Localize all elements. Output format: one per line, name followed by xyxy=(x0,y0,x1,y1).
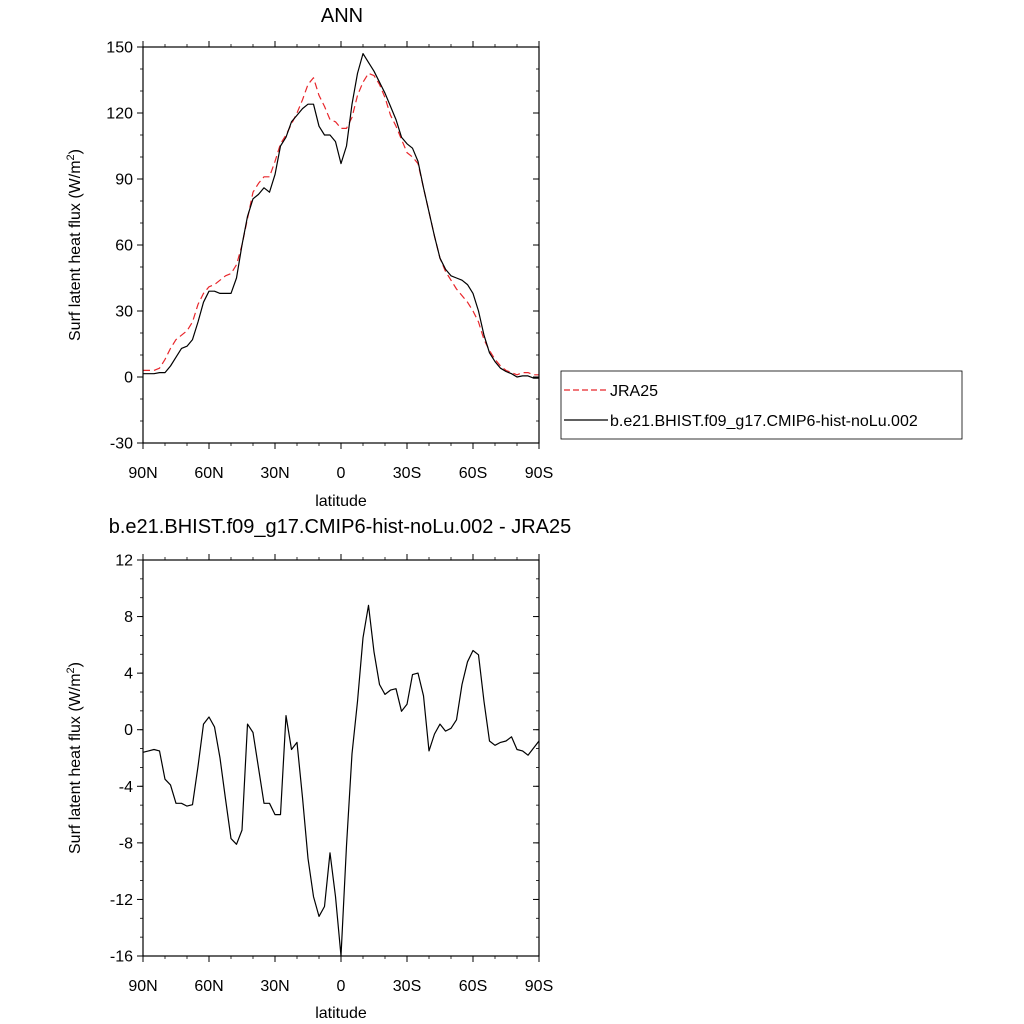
x-tick-label: 30N xyxy=(260,465,289,482)
tick-marks xyxy=(137,41,540,449)
x-tick-label: 90N xyxy=(128,978,157,995)
plot-frame xyxy=(142,559,540,957)
x-axis-label: latitude xyxy=(315,493,367,510)
y-tick-label: 12 xyxy=(115,553,133,570)
x-tick-label: 60S xyxy=(459,465,487,482)
y-tick-label: -16 xyxy=(110,949,133,966)
legend-box xyxy=(560,370,963,440)
x-tick-label: 60S xyxy=(459,978,487,995)
climatology-panel: ANN -30 0 30 60 90 120 150 90N 60N 30N 0 30S 60S 90S… xyxy=(65,5,963,510)
series-lines xyxy=(142,604,540,957)
y-tick-labels: -30 0 30 60 90 120 150 xyxy=(106,40,133,453)
plot-frame xyxy=(142,46,540,444)
x-axis-label: latitude xyxy=(315,1005,367,1022)
x-tick-label: 90S xyxy=(525,465,553,482)
x-tick-label: 90N xyxy=(128,465,157,482)
y-tick-label: 8 xyxy=(124,609,133,626)
y-tick-label: -12 xyxy=(110,892,133,909)
x-tick-label: 60N xyxy=(194,465,223,482)
y-tick-label: 90 xyxy=(115,172,133,189)
y-axis-label-superscript: 2 xyxy=(65,154,77,160)
y-tick-label: -4 xyxy=(119,779,133,796)
x-tick-label: 0 xyxy=(337,465,346,482)
legend-label-model: b.e21.BHIST.f09_g17.CMIP6-hist-noLu.002 xyxy=(610,413,918,430)
y-tick-label: 4 xyxy=(124,666,133,683)
difference-panel: b.e21.BHIST.f09_g17.CMIP6-hist-noLu.002 … xyxy=(65,516,571,1022)
y-axis-label-superscript: 2 xyxy=(65,667,77,673)
series-line-b-e21-bhist-f09-g17-cmip6-hist-nolu-002 xyxy=(143,52,539,379)
x-tick-label: 0 xyxy=(337,978,346,995)
x-tick-label: 30S xyxy=(393,465,421,482)
tick-marks xyxy=(137,554,540,962)
y-axis-label-close: ) xyxy=(67,149,84,154)
y-tick-label: 60 xyxy=(115,238,133,255)
y-axis-label: Surf latent heat flux (W/m2) xyxy=(65,149,84,341)
y-tick-label: 30 xyxy=(115,304,133,321)
series-lines xyxy=(143,52,539,379)
y-tick-labels: -16 -12 -8 -4 0 4 8 12 xyxy=(110,553,133,966)
y-tick-label: 150 xyxy=(106,40,133,57)
legend-label-jra25: JRA25 xyxy=(610,383,658,400)
legend: JRA25 b.e21.BHIST.f09_g17.CMIP6-hist-noL… xyxy=(560,370,963,440)
y-axis-label-text: Surf latent heat flux (W/m xyxy=(67,160,84,341)
y-tick-label: 120 xyxy=(106,106,133,123)
y-tick-label: 0 xyxy=(124,722,133,739)
y-axis-label: Surf latent heat flux (W/m2) xyxy=(65,662,84,854)
x-tick-labels: 90N 60N 30N 0 30S 60S 90S xyxy=(128,465,553,482)
y-axis-label-close: ) xyxy=(67,662,84,667)
x-tick-label: 90S xyxy=(525,978,553,995)
y-tick-label: -8 xyxy=(119,835,133,852)
x-tick-label: 60N xyxy=(194,978,223,995)
y-tick-label: 0 xyxy=(124,370,133,387)
chart-title: ANN xyxy=(321,5,363,27)
y-axis-label-text: Surf latent heat flux (W/m xyxy=(67,673,84,854)
y-tick-label: -30 xyxy=(110,436,133,453)
x-tick-label: 30S xyxy=(393,978,421,995)
x-tick-label: 30N xyxy=(260,978,289,995)
series-line-difference xyxy=(142,604,540,957)
series-line-jra25 xyxy=(143,72,539,376)
chart-title: b.e21.BHIST.f09_g17.CMIP6-hist-noLu.002 … xyxy=(109,516,571,538)
x-tick-labels: 90N 60N 30N 0 30S 60S 90S xyxy=(128,978,553,995)
